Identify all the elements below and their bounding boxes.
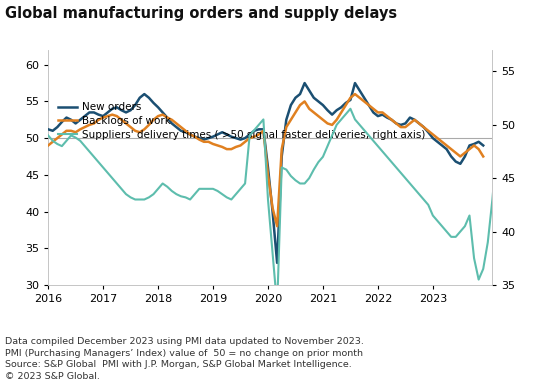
Legend: New orders, Backlogs of work, Suppliers' delivery times ( >50 signal faster deli: New orders, Backlogs of work, Suppliers'…: [58, 102, 425, 139]
Text: Global manufacturing orders and supply delays: Global manufacturing orders and supply d…: [5, 6, 398, 21]
Text: Data compiled December 2023 using PMI data updated to November 2023.
PMI (Purcha: Data compiled December 2023 using PMI da…: [5, 337, 364, 381]
